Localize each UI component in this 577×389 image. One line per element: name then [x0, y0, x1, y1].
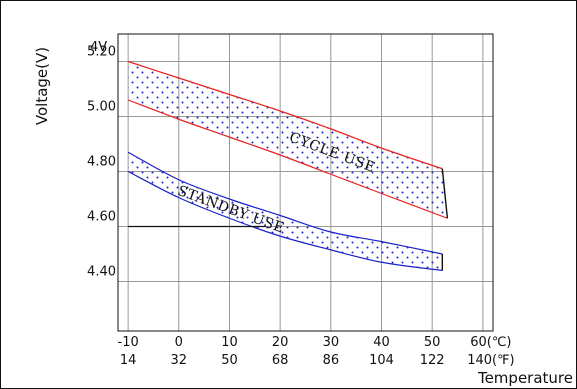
x-axis-title: Temperature — [477, 369, 573, 387]
x-tick-celsius-5: 40 — [373, 335, 390, 350]
band-end-cap-0 — [441, 168, 449, 219]
x-tick-fahrenheit-5: 104 — [369, 353, 394, 368]
x-tick-fahrenheit-7: 140(℉) — [467, 353, 514, 368]
x-tick-fahrenheit-4: 86 — [323, 353, 340, 368]
band-lower-line-1 — [127, 170, 443, 272]
x-tick-celsius-1: 0 — [175, 335, 183, 350]
x-tick-fahrenheit-1: 32 — [171, 353, 188, 368]
x-tick-fahrenheit-6: 122 — [420, 353, 445, 368]
band-fill-1 — [128, 152, 443, 271]
x-tick-celsius-4: 30 — [323, 335, 340, 350]
y-tick-label-1: 5.00 — [87, 100, 116, 115]
x-tick-fahrenheit-2: 50 — [221, 353, 238, 368]
x-tick-celsius-0: -10 — [118, 335, 139, 350]
y-tick-label-3: 4.60 — [87, 210, 116, 225]
band-group — [127, 60, 449, 272]
x-tick-celsius-7: 60(℃) — [470, 335, 511, 350]
y-tick-labels: 5.20 5.00 4.80 4.60 4.40 — [87, 45, 116, 280]
x-tick-celsius-2: 10 — [221, 335, 238, 350]
y-unit-label: 4V — [90, 40, 107, 55]
band-lower-line-0 — [127, 99, 448, 219]
band-fill-0 — [128, 61, 448, 219]
x-tick-celsius-6: 50 — [424, 335, 441, 350]
y-axis-title: Voltage(V) — [33, 47, 51, 125]
band-upper-line-1 — [127, 151, 443, 255]
x-tick-fahrenheit-3: 68 — [272, 353, 289, 368]
y-tick-label-0: 5.20 — [87, 45, 116, 60]
band-label-1: STANDBY USE — [175, 183, 286, 237]
plot-frame — [117, 33, 494, 332]
x-tick-celsius-3: 20 — [272, 335, 289, 350]
x-tick-labels: -10 14 0 32 10 50 20 68 30 86 40 104 50 122 60(℃) 140(℉… — [118, 335, 515, 368]
y-tick-label-2: 4.80 — [87, 155, 116, 170]
y-tick-label-4: 4.40 — [87, 265, 116, 280]
x-tick-fahrenheit-0: 14 — [120, 353, 137, 368]
band-upper-line-0 — [127, 60, 443, 170]
